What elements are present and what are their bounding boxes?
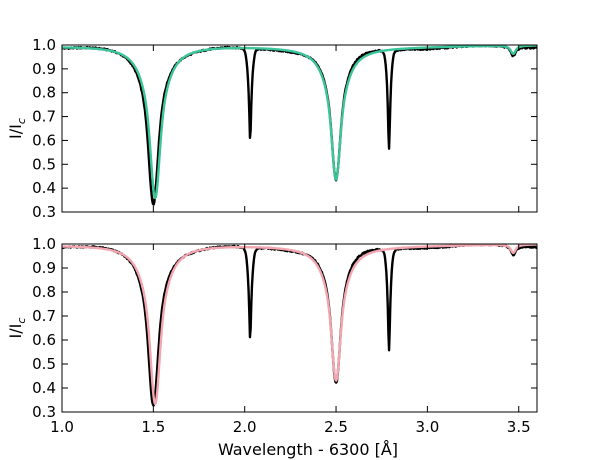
y-axis-label-main: I/I [6,124,25,139]
y-axis-label-subscript: c [15,318,28,324]
plot-area [62,244,537,407]
axes-frame [61,44,538,213]
x-tick-label: 2.0 [233,418,257,436]
y-axis-label-main: I/I [6,324,25,339]
y-tick-label: 0.3 [32,203,56,221]
y-tick-label: 0.5 [32,155,56,173]
bottom-panel: 0.3 0.4 0.5 0.6 0.7 0.8 0.9 1.0 1.0 1.5 2.0 2.5 3.0 3… [6,235,538,436]
observed-spectrum-line [62,244,537,407]
observed-spectrum-line [62,45,537,206]
y-tick-label: 1.0 [32,235,56,253]
y-tick-label: 0.9 [32,259,56,277]
x-tick-label: 2.5 [324,418,348,436]
plot-area [62,45,537,206]
y-tick-label: 0.3 [32,403,56,421]
y-tick-label: 0.9 [32,60,56,78]
x-tick-label: 3.0 [415,418,439,436]
y-axis-label: I/Ic [6,118,28,139]
y-tick-label: 0.7 [32,307,56,325]
y-axis-label: I/Ic [6,318,28,339]
y-tick-label: 0.7 [32,108,56,126]
y-tick-label: 0.5 [32,355,56,373]
top-panel: 0.3 0.4 0.5 0.6 0.7 0.8 0.9 1.0 I/Ic [6,36,538,221]
x-tick-label: 1.0 [50,418,74,436]
x-tick-label: 1.5 [141,418,165,436]
y-tick-label: 0.8 [32,84,56,102]
y-tick-label: 0.8 [32,283,56,301]
fit-spectrum-line [62,45,537,200]
y-tick-label: 0.6 [32,131,56,149]
axes-frame [61,243,538,413]
x-axis-label: Wavelength - 6300 [Å] [218,440,398,459]
y-tick-label: 1.0 [32,36,56,54]
y-tick-label: 0.6 [32,331,56,349]
y-tick-label: 0.4 [32,379,56,397]
y-tick-label: 0.4 [32,179,56,197]
y-axis-label-subscript: c [15,118,28,124]
x-tick-label: 3.5 [507,418,531,436]
fit-spectrum-line [62,244,537,405]
